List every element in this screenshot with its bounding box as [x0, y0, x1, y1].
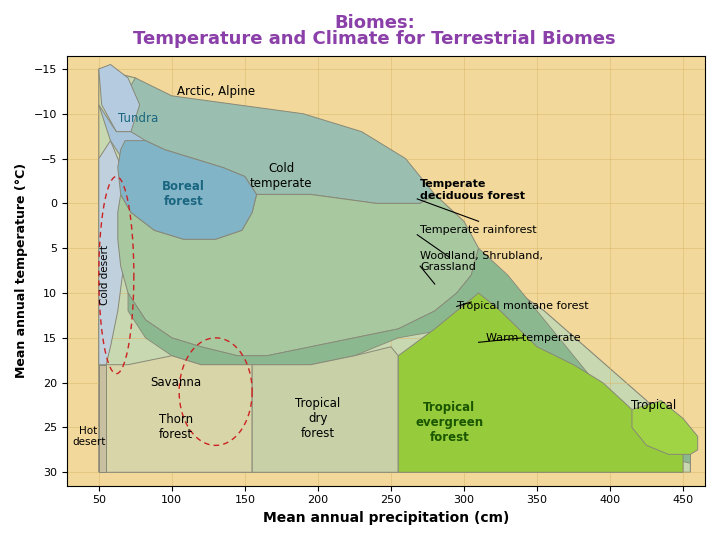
Text: Arctic, Alpine: Arctic, Alpine — [176, 85, 255, 98]
Polygon shape — [99, 64, 140, 132]
Text: Temperate rainforest: Temperate rainforest — [420, 225, 537, 235]
Text: Tropical: Tropical — [631, 399, 677, 411]
Y-axis label: Mean annual temperature (°C): Mean annual temperature (°C) — [15, 163, 28, 378]
Text: Woodland, Shrubland,
Grassland: Woodland, Shrubland, Grassland — [420, 251, 543, 273]
Polygon shape — [99, 140, 128, 364]
Polygon shape — [632, 401, 698, 454]
Text: Cold desert: Cold desert — [99, 245, 109, 305]
Text: Tundra: Tundra — [118, 112, 158, 125]
Text: Temperate
deciduous forest: Temperate deciduous forest — [420, 179, 525, 201]
Polygon shape — [121, 78, 435, 204]
X-axis label: Mean annual precipitation (cm): Mean annual precipitation (cm) — [263, 511, 509, 525]
Polygon shape — [252, 347, 398, 472]
Polygon shape — [118, 194, 479, 356]
Polygon shape — [128, 248, 690, 463]
Text: Warm temperate: Warm temperate — [486, 333, 580, 343]
Polygon shape — [118, 140, 256, 239]
Polygon shape — [398, 293, 683, 472]
Text: Hot
desert: Hot desert — [72, 426, 105, 447]
Polygon shape — [99, 364, 106, 472]
Text: Savanna: Savanna — [150, 376, 202, 389]
Text: Tropical
evergreen
forest: Tropical evergreen forest — [415, 401, 483, 444]
Text: Boreal
forest: Boreal forest — [162, 180, 205, 208]
Polygon shape — [106, 356, 252, 472]
Text: Tropical montane forest: Tropical montane forest — [456, 301, 588, 312]
Text: Biomes:: Biomes: — [334, 14, 415, 31]
Text: Tropical
dry
forest: Tropical dry forest — [295, 397, 341, 440]
Text: Thorn
forest: Thorn forest — [159, 414, 193, 442]
Polygon shape — [99, 105, 157, 167]
Polygon shape — [99, 69, 690, 472]
Text: Temperature and Climate for Terrestrial Biomes: Temperature and Climate for Terrestrial … — [133, 30, 616, 48]
Text: Cold
temperate: Cold temperate — [250, 163, 312, 191]
